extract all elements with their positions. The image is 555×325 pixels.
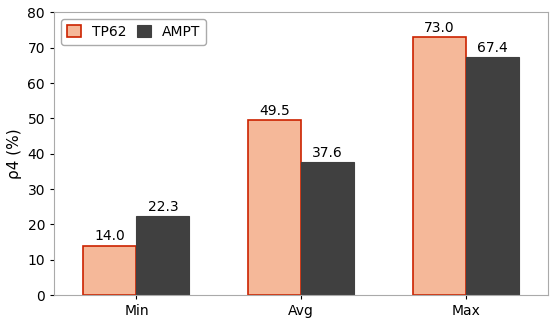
Bar: [413, 37, 466, 295]
Text: 14.0: 14.0: [94, 229, 125, 243]
Bar: [301, 162, 354, 295]
Bar: [466, 57, 519, 295]
Bar: [83, 246, 137, 295]
Text: 67.4: 67.4: [477, 41, 508, 55]
Text: 22.3: 22.3: [148, 200, 178, 214]
Text: 49.5: 49.5: [259, 104, 290, 118]
Y-axis label: ρ4 (%): ρ4 (%): [7, 128, 22, 179]
Text: 73.0: 73.0: [424, 21, 455, 35]
Bar: [137, 216, 189, 295]
Text: 37.6: 37.6: [312, 146, 343, 160]
Legend: TP62, AMPT: TP62, AMPT: [61, 20, 206, 45]
Bar: [248, 120, 301, 295]
